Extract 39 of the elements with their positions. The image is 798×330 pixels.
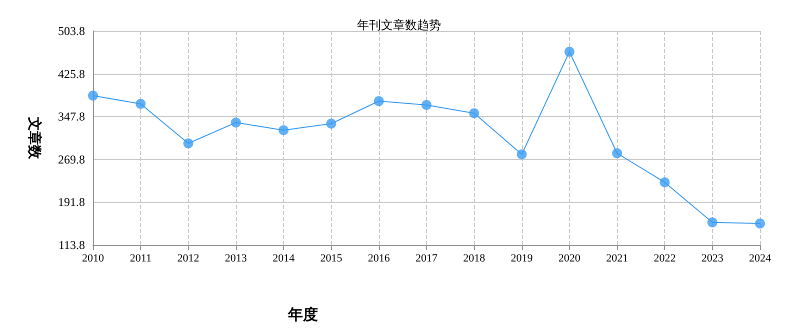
x-axis-title: 年度 bbox=[287, 306, 318, 324]
point bbox=[612, 148, 622, 158]
point bbox=[660, 177, 670, 188]
point bbox=[516, 149, 527, 160]
y-tick-label: 347.8 bbox=[58, 110, 85, 124]
x-tick-label: 2024 bbox=[749, 252, 772, 264]
x-tick-label: 2017 bbox=[416, 252, 438, 264]
x-tick-label: 2020 bbox=[558, 252, 581, 264]
x-tick-label: 2021 bbox=[606, 252, 628, 264]
point bbox=[278, 125, 289, 136]
y-tick-label: 113.8 bbox=[58, 238, 85, 252]
y-tick-label: 503.8 bbox=[58, 24, 85, 38]
point bbox=[88, 90, 98, 101]
point bbox=[469, 108, 480, 118]
point bbox=[755, 218, 765, 228]
point bbox=[422, 100, 432, 110]
x-tick-label: 2011 bbox=[130, 252, 152, 264]
x-tick-label: 2022 bbox=[654, 252, 676, 264]
y-axis-title: 文章数 bbox=[26, 116, 43, 160]
y-tick-label: 269.8 bbox=[58, 152, 85, 166]
point bbox=[707, 217, 718, 228]
x-tick-label: 2010 bbox=[82, 252, 104, 264]
x-tick-label: 2014 bbox=[272, 252, 296, 264]
point bbox=[326, 118, 336, 129]
chart-title: 年刊文章数趋势 bbox=[357, 18, 441, 32]
x-tick-label: 2016 bbox=[368, 252, 390, 264]
x-tick-label: 2018 bbox=[463, 252, 486, 264]
x-tick-label: 2019 bbox=[510, 252, 534, 264]
point bbox=[374, 96, 384, 106]
point bbox=[564, 46, 574, 57]
x-tick-label: 2023 bbox=[701, 252, 724, 264]
y-tick-label: 425.8 bbox=[58, 66, 85, 81]
point bbox=[183, 138, 194, 148]
x-tick-label: 2015 bbox=[320, 252, 343, 264]
x-tick-label: 2012 bbox=[177, 252, 200, 264]
y-tick-label: 191.8 bbox=[58, 195, 85, 210]
x-tick-label: 2013 bbox=[224, 252, 248, 264]
point bbox=[136, 98, 146, 109]
point bbox=[230, 118, 241, 128]
